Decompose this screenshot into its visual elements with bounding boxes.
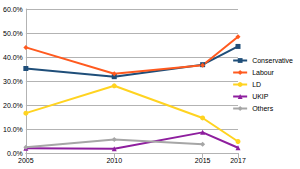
svg-text:50.0%: 50.0%: [3, 30, 23, 37]
svg-text:LD: LD: [252, 81, 261, 88]
svg-text:2015: 2015: [195, 157, 211, 164]
svg-text:0.0%: 0.0%: [7, 150, 23, 157]
svg-text:UKIP: UKIP: [252, 93, 269, 100]
svg-text:30.0%: 30.0%: [3, 78, 23, 85]
svg-text:40.0%: 40.0%: [3, 54, 23, 61]
svg-text:2017: 2017: [230, 157, 246, 164]
svg-text:Others: Others: [252, 105, 274, 112]
svg-text:20.0%: 20.0%: [3, 102, 23, 109]
svg-text:10.0%: 10.0%: [3, 126, 23, 133]
svg-text:Conservative: Conservative: [252, 57, 293, 64]
svg-text:2010: 2010: [106, 157, 122, 164]
svg-text:60.0%: 60.0%: [3, 6, 23, 13]
svg-text:Labour: Labour: [252, 69, 274, 76]
svg-text:2005: 2005: [18, 157, 34, 164]
